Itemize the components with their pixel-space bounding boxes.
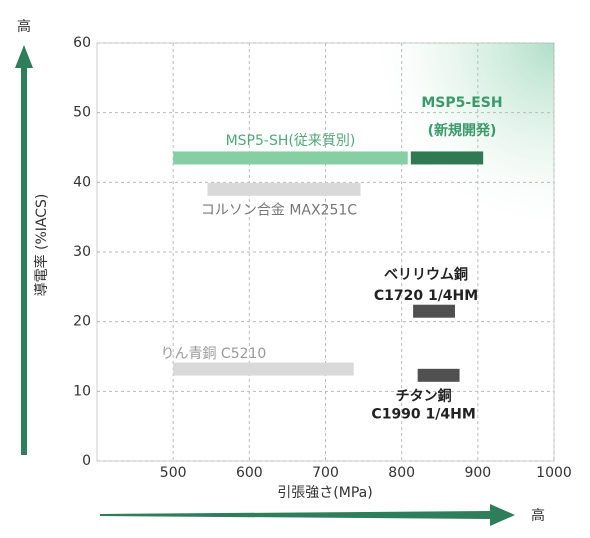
series-label: ベリリウム銅 [384, 266, 468, 283]
series-label: チタン銅 [396, 387, 452, 404]
x-arrow [100, 504, 515, 526]
y-tick-label: 20 [73, 314, 91, 330]
range-bar [410, 151, 484, 165]
x-axis-label: 引張強さ(MPa) [277, 485, 372, 501]
x-tick-label: 600 [236, 465, 263, 481]
y-axis-label: 導電率 (%IACS) [33, 194, 50, 297]
x-tick-label: 500 [160, 465, 187, 481]
range-bar [173, 362, 354, 376]
series-label: (新規開発) [428, 122, 497, 139]
x-tick-label: 800 [388, 465, 415, 481]
series-label: コルソン合金 MAX251C [201, 202, 357, 218]
range-bar [207, 182, 361, 196]
x-arrow-label: 高 [531, 507, 545, 524]
range-bar [173, 151, 408, 165]
y-tick-label: 30 [73, 244, 91, 260]
y-tick-label: 50 [73, 105, 91, 121]
x-tick-label: 1000 [536, 465, 572, 481]
range-bar [417, 368, 460, 382]
y-tick-label: 40 [73, 174, 91, 190]
y-arrow [15, 45, 33, 455]
y-tick-label: 10 [73, 383, 91, 399]
y-arrow-label: 高 [17, 18, 31, 35]
y-tick-label: 60 [73, 35, 91, 51]
series-label: りん青銅 C5210 [160, 346, 266, 362]
range-bar [413, 304, 455, 318]
y-tick-label: 0 [82, 453, 91, 469]
highlight-glow [300, 43, 554, 303]
series-label: C1990 1/4HM [371, 406, 475, 422]
series-label: MSP5-ESH [421, 95, 502, 111]
x-tick-label: 900 [464, 465, 491, 481]
x-tick-label: 700 [312, 465, 339, 481]
series-label: C1720 1/4HM [374, 288, 478, 304]
series-label: MSP5-SH(従来質別) [226, 133, 356, 149]
